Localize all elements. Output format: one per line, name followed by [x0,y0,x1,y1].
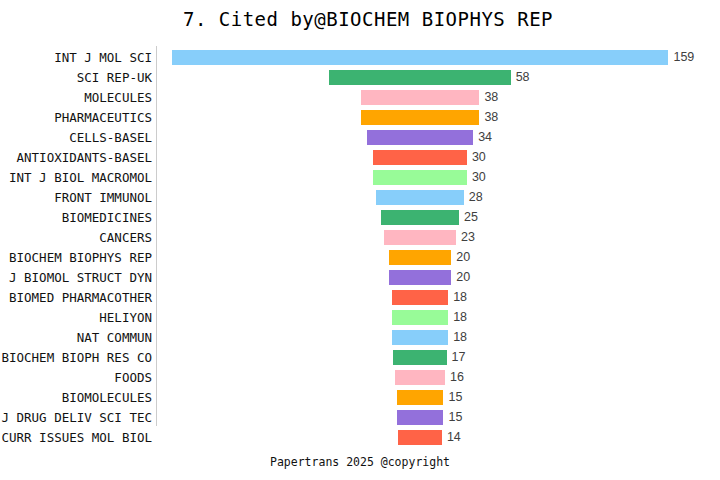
category-label: J DRUG DELIV SCI TEC [1,410,152,425]
y-axis-line [156,46,157,426]
bar[interactable] [397,410,444,425]
bar[interactable] [361,90,480,105]
bar[interactable] [395,370,445,385]
chart-title: 7. Cited by@BIOCHEM BIOPHYS REP [183,8,553,30]
bar-value-label: 18 [453,310,467,325]
bar-value-label: 17 [452,350,466,365]
category-label: BIOMOLECULES [62,390,152,405]
category-label: FRONT IMMUNOL [54,190,152,205]
bar[interactable] [393,350,446,365]
category-label: CURR ISSUES MOL BIOL [1,430,152,445]
category-label: BIOCHEM BIOPH RES CO [1,350,152,365]
bar-value-label: 14 [447,430,461,445]
bar-value-label: 25 [464,210,478,225]
bar-value-label: 34 [478,130,492,145]
bar-value-label: 38 [484,90,498,105]
bar[interactable] [389,270,452,285]
bar[interactable] [397,390,444,405]
bar[interactable] [384,230,456,245]
bar[interactable] [361,110,480,125]
bar[interactable] [373,170,467,185]
bar[interactable] [389,250,452,265]
category-label: CANCERS [99,230,152,245]
bar[interactable] [392,330,448,345]
category-label: INT J BIOL MACROMOL [9,170,152,185]
bar-value-label: 18 [453,290,467,305]
category-label: NAT COMMUN [77,330,152,345]
bar[interactable] [381,210,459,225]
bar-value-label: 28 [469,190,483,205]
bar-value-label: 38 [484,110,498,125]
bar-value-label: 15 [448,410,462,425]
bar[interactable] [398,430,442,445]
category-label: PHARMACEUTICS [54,110,152,125]
copyright-footer: Papertrans 2025 @copyright [270,455,450,469]
bar-value-label: 18 [453,330,467,345]
category-label: ANTIOXIDANTS-BASEL [17,150,152,165]
category-label: INT J MOL SCI [54,50,152,65]
bar[interactable] [367,130,473,145]
category-label: CELLS-BASEL [69,130,152,145]
category-label: FOODS [114,370,152,385]
bar[interactable] [392,310,448,325]
category-label: BIOMEDICINES [62,210,152,225]
bar[interactable] [392,290,448,305]
bar-value-label: 23 [461,230,475,245]
bar[interactable] [329,70,510,85]
bar[interactable] [172,50,669,65]
bar-value-label: 20 [456,270,470,285]
bar-value-label: 30 [472,150,486,165]
bar-value-label: 16 [450,370,464,385]
bar[interactable] [376,190,464,205]
bar[interactable] [373,150,467,165]
category-label: BIOMED PHARMACOTHER [9,290,152,305]
bar-value-label: 30 [472,170,486,185]
bar-value-label: 15 [448,390,462,405]
bar-value-label: 58 [516,70,530,85]
category-label: SCI REP-UK [77,70,152,85]
bar-value-label: 159 [673,50,694,65]
funnel-bar-chart: 7. Cited by@BIOCHEM BIOPHYS REP INT J MO… [0,0,720,480]
category-label: HELIYON [99,310,152,325]
category-label: J BIOMOL STRUCT DYN [9,270,152,285]
category-label: MOLECULES [84,90,152,105]
category-label: BIOCHEM BIOPHYS REP [9,250,152,265]
bar-value-label: 20 [456,250,470,265]
